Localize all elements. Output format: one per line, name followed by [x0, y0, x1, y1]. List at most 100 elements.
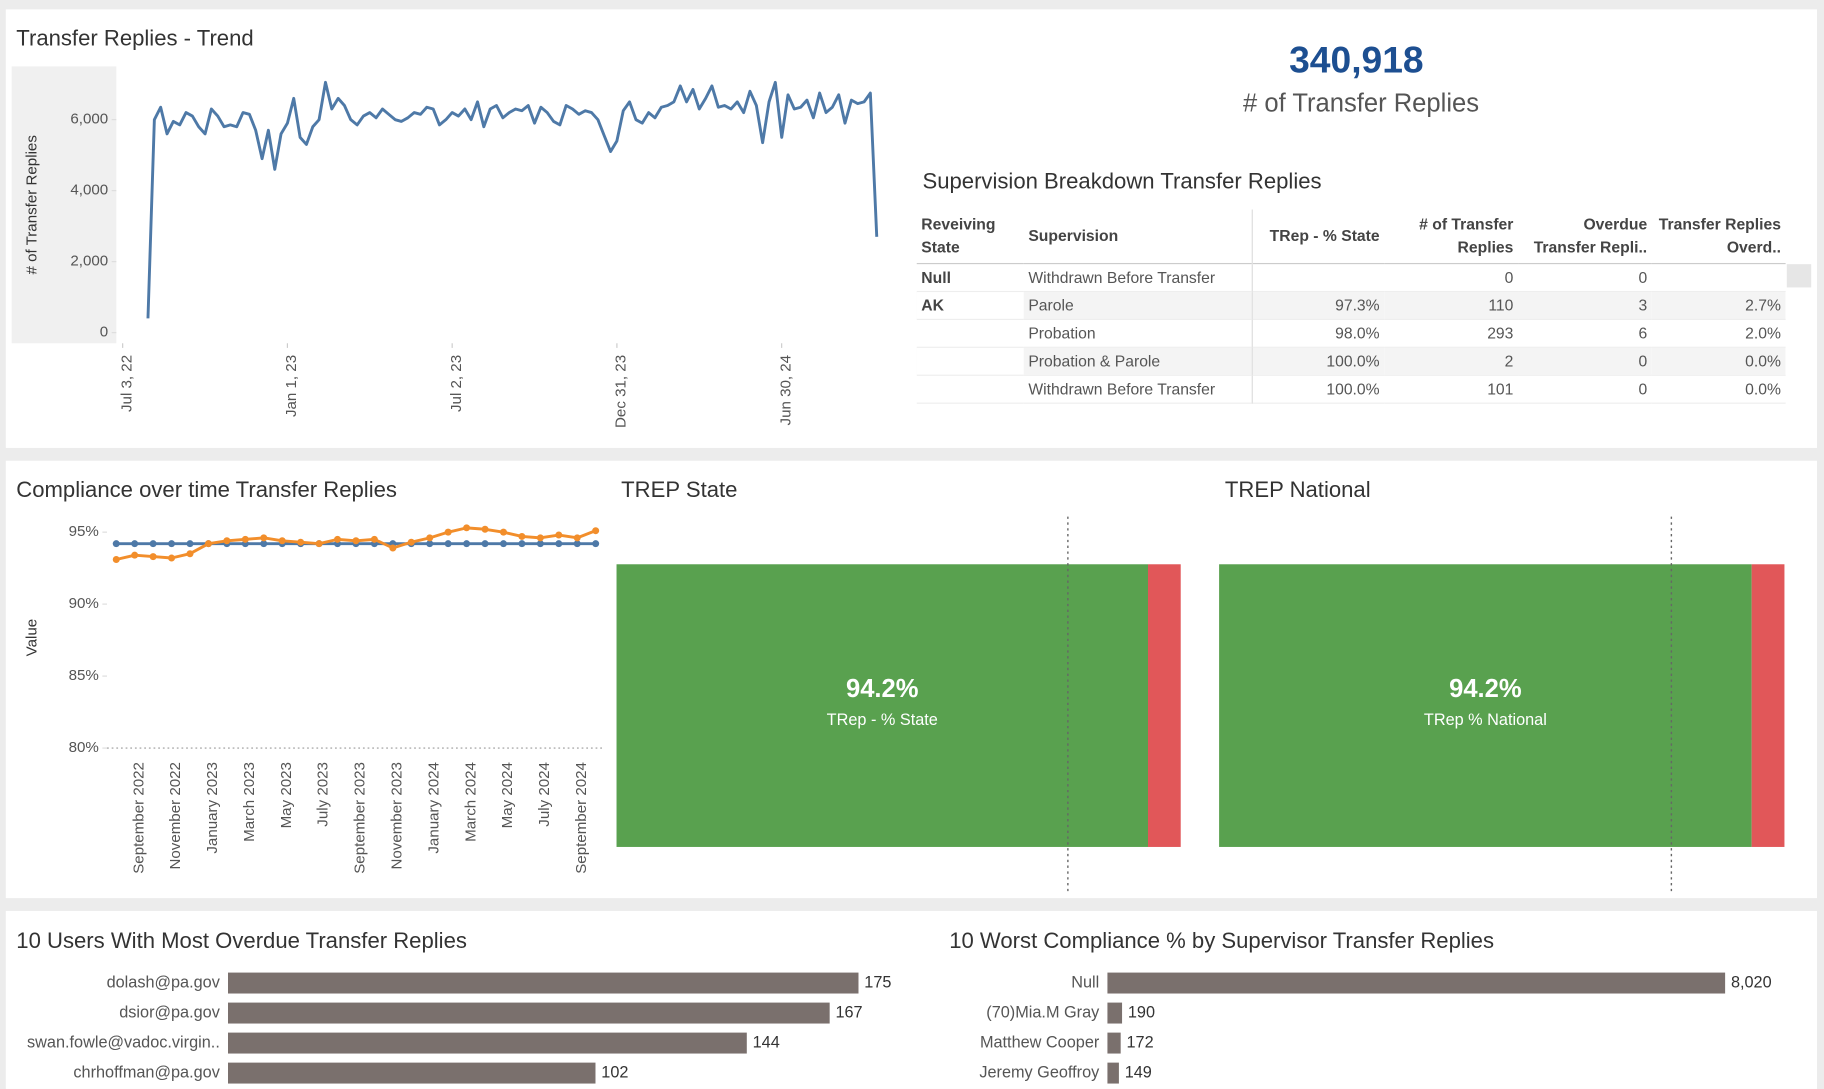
table-cell: 98.0%: [1251, 319, 1385, 348]
table-cell: Withdrawn Before Transfer: [1028, 268, 1216, 287]
bar: [228, 1002, 830, 1024]
category-label: Jeremy Geoffroy: [979, 1063, 1100, 1081]
column-header: Overdue Transfer Repli..: [1533, 215, 1648, 257]
category-label: chrhoffman@pa.gov: [73, 1063, 220, 1081]
table-cell: [1652, 264, 1786, 292]
table-wrap: Reveiving State Supervision TRep - % State…: [916, 209, 1813, 404]
point: [352, 537, 360, 545]
point: [186, 550, 194, 558]
bar: [228, 1062, 596, 1084]
column-header: Reveiving State: [921, 215, 996, 257]
table-row: Probation 98.0% 293 6 2.0%: [916, 319, 1786, 348]
x-tick-label: September 2024: [573, 762, 590, 874]
point: [444, 528, 452, 536]
y-tick-label: 0: [100, 324, 108, 341]
category-label: Matthew Cooper: [980, 1033, 1100, 1051]
point: [481, 525, 489, 533]
y-axis-label: Value: [24, 619, 41, 657]
point: [186, 540, 194, 548]
table-cell: 2.7%: [1745, 296, 1781, 315]
panel: [5, 910, 1818, 1089]
category-label: swan.fowle@vadoc.virgin..: [27, 1033, 220, 1051]
table-cell: 0: [1638, 352, 1648, 371]
point: [112, 556, 120, 563]
table-cell: 3: [1638, 296, 1648, 315]
table-cell: 110: [1488, 296, 1514, 315]
point: [260, 540, 268, 548]
column-header: Supervision: [1028, 226, 1119, 245]
kpi-value: 340,918: [1289, 39, 1424, 81]
table-cell: [916, 375, 1024, 404]
table: Reveiving State Supervision TRep - % State…: [916, 209, 1786, 404]
point: [149, 553, 157, 561]
point: [555, 540, 563, 548]
x-tick-label: November 2023: [388, 762, 405, 870]
table-cell: Probation: [1028, 324, 1096, 343]
x-tick-label: September 2023: [352, 762, 369, 874]
table-cell: 100.0%: [1251, 375, 1385, 404]
x-tick-label: Jul 2, 23: [448, 355, 465, 412]
table-cell: 0.0%: [1745, 352, 1781, 371]
point: [278, 537, 286, 545]
data-label: 149: [1125, 1063, 1152, 1081]
y-axis-label: # of Transfer Replies: [24, 135, 41, 275]
point: [407, 538, 415, 546]
chart-title: Compliance over time Transfer Replies: [16, 477, 397, 502]
point: [149, 540, 157, 548]
point: [315, 540, 323, 548]
point: [204, 540, 212, 548]
table-cell: 0.0%: [1745, 380, 1781, 398]
chart-title: TREP State: [621, 477, 737, 502]
table-cell: [916, 347, 1024, 376]
table-cell: AK: [916, 291, 1024, 320]
point: [536, 540, 544, 548]
point: [592, 540, 600, 548]
table-cell: [1251, 263, 1385, 292]
line: [146, 80, 879, 319]
y-tick-label: 4,000: [70, 182, 108, 199]
point: [518, 532, 526, 540]
point: [463, 540, 471, 548]
point: [241, 535, 249, 543]
chart-title: 10 Users With Most Overdue Transfer Repl…: [16, 928, 467, 953]
column-header: Transfer Replies Overd..: [1658, 215, 1781, 257]
y-tick-label: 90%: [69, 595, 99, 612]
table-cell: 0: [1638, 268, 1648, 287]
scrollbar[interactable]: [1786, 264, 1812, 288]
table-cell: 2.0%: [1745, 324, 1781, 343]
category-label: dolash@pa.gov: [107, 973, 221, 991]
table-cell: Probation & Parole: [1028, 352, 1161, 371]
data-label: 94.2%: [846, 675, 919, 703]
point: [260, 534, 268, 542]
point: [334, 535, 342, 543]
x-tick-label: May 2023: [278, 762, 295, 828]
header-row: Reveiving State Supervision TRep - % State…: [916, 209, 1786, 264]
y-tick-label: 95%: [69, 523, 99, 540]
x-tick-label: July 2023: [315, 762, 332, 827]
table-cell: Parole: [1028, 296, 1074, 315]
x-tick-label: January 2024: [425, 762, 442, 854]
x-tick-label: March 2023: [241, 762, 258, 842]
table-cell: Null: [916, 263, 1024, 292]
panel: [5, 9, 1818, 448]
x-tick-label: Jan 1, 23: [283, 355, 300, 417]
table-row: AK Parole 97.3% 110 3 2.7%: [916, 291, 1786, 320]
table-title: Supervision Breakdown Transfer Replies: [922, 169, 1321, 194]
x-tick-label: January 2023: [204, 762, 221, 854]
y-tick-label: 80%: [69, 739, 99, 756]
measure-label: TRep % National: [1424, 711, 1547, 729]
point: [370, 535, 378, 543]
data-label: 175: [864, 973, 891, 991]
bar: [1107, 1032, 1121, 1054]
point: [223, 537, 231, 545]
bar: [1107, 1002, 1123, 1024]
bar: [1107, 972, 1726, 994]
table-cell: Withdrawn Before Transfer: [1028, 380, 1216, 398]
x-tick-label: November 2022: [167, 762, 184, 870]
point: [131, 551, 139, 559]
table-row: Withdrawn Before Transfer 100.0% 101 0 0.0%: [916, 375, 1786, 404]
point: [481, 540, 489, 548]
table-row: Null Withdrawn Before Transfer 0 0: [916, 263, 1786, 292]
